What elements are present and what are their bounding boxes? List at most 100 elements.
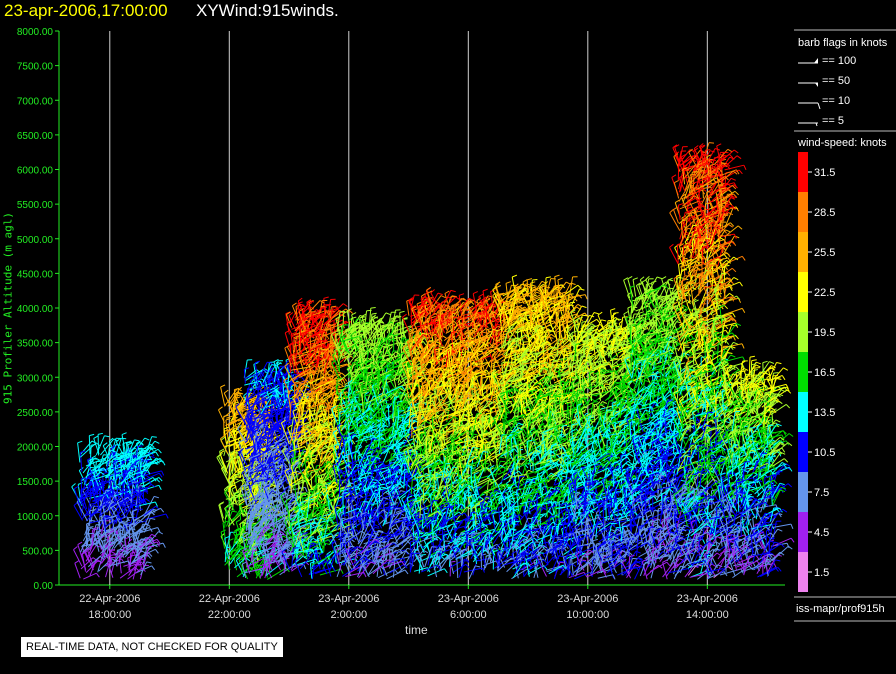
wind-barb-739 <box>121 437 127 440</box>
wind-barb-3271 <box>348 309 354 314</box>
wind-barb-816 <box>86 527 89 546</box>
wind-barb-4281 <box>300 527 306 529</box>
wind-barb-884 <box>117 475 132 486</box>
wind-barb-1183 <box>228 444 234 448</box>
wind-barb-774 <box>125 519 140 536</box>
wind-barb-1303 <box>224 535 230 539</box>
wind-barb-903 <box>111 558 117 562</box>
wind-barb-293 <box>148 455 152 461</box>
wind-barb-869 <box>99 493 105 496</box>
wind-barb-4671 <box>370 307 376 309</box>
wind-barb-436 <box>82 537 99 553</box>
wind-barb-842 <box>103 532 107 549</box>
wind-barb-1343 <box>241 424 247 429</box>
wind-barb-1793 <box>232 430 239 433</box>
wind-barb-1600 <box>250 559 258 577</box>
wind-barb-603 <box>94 475 100 478</box>
wind-barb-815 <box>98 559 103 564</box>
wind-barb-897 <box>116 487 122 491</box>
wind-barb-4911 <box>400 490 406 493</box>
wind-barb-1853 <box>238 439 244 443</box>
wind-barb-551 <box>137 447 143 450</box>
wind-barb-1049 <box>285 567 290 573</box>
wind-barb-257 <box>153 495 160 499</box>
wind-barb-529 <box>81 477 87 480</box>
wind-barb-1679 <box>245 452 250 458</box>
wind-barb-1800 <box>223 406 238 418</box>
wind-barb-111 <box>165 513 169 519</box>
wind-barb-382 <box>101 547 104 562</box>
wind-barb-823 <box>140 558 146 561</box>
wind-barb-4185 <box>293 547 299 549</box>
wind-barb-1482 <box>230 452 236 472</box>
wind-barb-1090 <box>222 522 226 540</box>
wind-barb-836 <box>100 518 108 539</box>
wind-barb-0 <box>77 442 81 463</box>
wind-barb-380 <box>117 527 132 545</box>
wind-barb-587 <box>127 555 133 559</box>
wind-barb-1973 <box>304 487 308 493</box>
wind-barb-512 <box>91 527 95 548</box>
wind-barb-643 <box>113 498 119 502</box>
wind-barb-1543 <box>229 451 235 456</box>
wind-barb-680 <box>113 531 128 549</box>
wind-barb-839 <box>148 446 154 450</box>
wind-barb-3605 <box>297 297 303 302</box>
wind-barb-1570 <box>228 458 233 481</box>
wind-barb-1237 <box>238 544 244 548</box>
wind-barb-1780 <box>223 392 232 408</box>
wind-barb-813 <box>133 481 139 483</box>
wind-barb-537 <box>137 467 142 472</box>
wind-barb-2026 <box>246 556 267 568</box>
wind-barb-710 <box>130 550 142 565</box>
wind-barb-822 <box>128 558 141 576</box>
wind-barb-2115 <box>305 384 311 388</box>
wind-barb-2832 <box>278 534 280 554</box>
wind-barb-852 <box>131 511 135 526</box>
wind-barb-1832 <box>229 484 243 501</box>
wind-barb-696 <box>135 446 139 466</box>
wind-barb-678 <box>73 488 81 507</box>
wind-barb-763 <box>115 491 121 494</box>
wind-barb-1748 <box>224 452 236 473</box>
wind-barb-600 <box>143 518 151 533</box>
wind-barb-746 <box>95 435 105 455</box>
wind-barb-653 <box>128 491 132 497</box>
wind-barb-811 <box>155 451 159 457</box>
wind-barb-900 <box>81 487 101 499</box>
wind-barb-796 <box>87 550 95 568</box>
wind-barb-866 <box>124 522 130 536</box>
wind-barb-834 <box>82 457 96 474</box>
wind-barb-792 <box>128 555 132 571</box>
wind-barb-889 <box>160 507 165 513</box>
wind-barb-295 <box>140 497 145 503</box>
wind-barb-441 <box>154 501 158 507</box>
wind-barb-616 <box>125 442 128 465</box>
wind-barb-833 <box>125 465 129 471</box>
wind-barb-615 <box>121 432 127 436</box>
wind-barb-323 <box>99 471 105 476</box>
wind-barb-9 <box>149 455 156 459</box>
wind-barb-297 <box>126 506 132 511</box>
wind-barb-151 <box>136 440 141 445</box>
wind-barb-1071 <box>218 406 223 411</box>
wind-barb-764 <box>80 538 88 553</box>
wind-barb-858 <box>127 439 135 456</box>
wind-barb-479 <box>136 473 142 476</box>
wind-barb-781 <box>128 453 132 459</box>
wind-barb-1225 <box>224 504 229 509</box>
wind-barb-249 <box>80 450 86 453</box>
wind-barb-865 <box>138 542 144 544</box>
wind-barb-1261 <box>233 477 239 481</box>
wind-barb-747 <box>104 435 110 438</box>
wind-barb-609 <box>145 474 151 479</box>
wind-barb-2733 <box>247 512 253 515</box>
wind-barb-1005 <box>231 510 237 513</box>
wind-barb-1487 <box>268 446 274 448</box>
wind-barb-229 <box>139 441 144 446</box>
wind-barb-1826 <box>225 507 231 526</box>
wind-barb-912 <box>140 533 152 550</box>
wind-barb-771 <box>87 457 92 461</box>
wind-barb-429 <box>158 477 163 482</box>
wind-barb-1802 <box>229 547 244 553</box>
